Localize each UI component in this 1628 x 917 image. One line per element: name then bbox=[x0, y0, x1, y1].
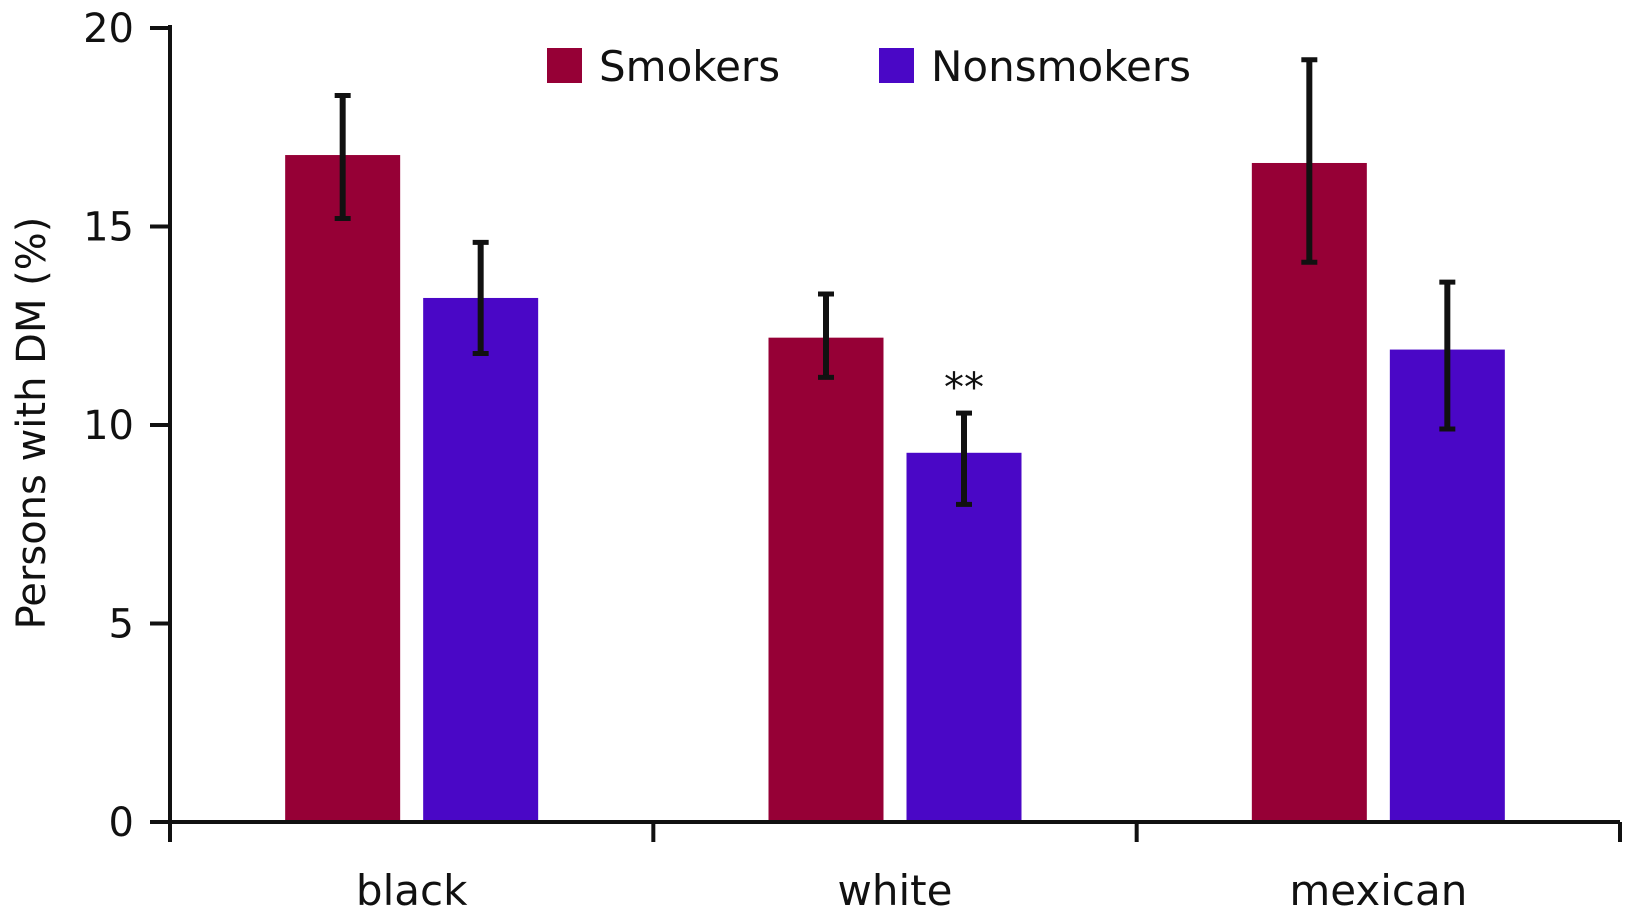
y-axis-label: Persons with DM (%) bbox=[9, 217, 55, 630]
bar-black-smokers bbox=[285, 155, 401, 823]
legend: Smokers Nonsmokers bbox=[547, 42, 1191, 91]
bars-layer bbox=[285, 155, 1505, 823]
legend-swatch-smokers bbox=[547, 48, 582, 83]
legend-swatch-nonsmokers bbox=[879, 48, 914, 83]
error-bars-layer bbox=[334, 57, 1456, 507]
bar-black-nonsmokers bbox=[423, 297, 539, 823]
x-tick-label-mexican: mexican bbox=[1289, 866, 1467, 915]
y-tick-label: 0 bbox=[109, 800, 134, 846]
bar-white-nonsmokers bbox=[906, 452, 1022, 822]
bar-mexican-smokers bbox=[1251, 162, 1367, 823]
y-tick-label: 20 bbox=[83, 6, 134, 52]
y-ticks-layer: 0 5 10 15 20 bbox=[83, 6, 170, 846]
legend-label-smokers: Smokers bbox=[599, 42, 780, 91]
y-tick-label: 15 bbox=[83, 205, 134, 251]
legend-label-nonsmokers: Nonsmokers bbox=[931, 42, 1191, 91]
y-tick-label: 5 bbox=[109, 602, 134, 648]
bar-white-smokers bbox=[768, 337, 884, 822]
x-tick-label-black: black bbox=[356, 866, 468, 915]
x-ticks-layer: black white mexican bbox=[168, 822, 1622, 915]
x-tick-label-white: white bbox=[838, 866, 953, 915]
significance-annotation: ** bbox=[944, 365, 984, 411]
y-tick-label: 10 bbox=[83, 403, 134, 449]
annotations-layer: ** bbox=[944, 365, 984, 411]
